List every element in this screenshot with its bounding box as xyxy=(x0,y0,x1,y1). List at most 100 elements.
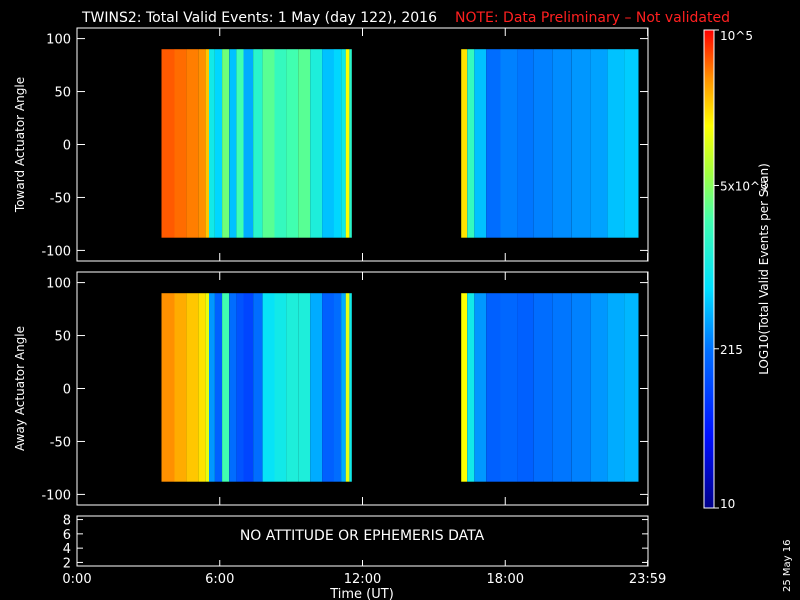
heatmap-column xyxy=(298,293,311,482)
heatmap-column xyxy=(262,49,275,238)
heatmap-column xyxy=(461,49,468,238)
heatmap-column xyxy=(215,49,223,238)
heatmap-column xyxy=(322,49,334,238)
y-tick-label: 50 xyxy=(54,86,71,101)
x-tick-label: 0:00 xyxy=(62,572,91,587)
heatmap-column xyxy=(349,49,352,238)
colorbar-tick-label: 10^5 xyxy=(720,29,753,43)
y-tick-label: -50 xyxy=(50,191,71,206)
away-angle-panel: 100 50 0 -50 -100 Away Actuator Angle xyxy=(13,271,649,506)
heatmap-column xyxy=(205,293,210,482)
heatmap-column xyxy=(467,293,475,482)
x-tick-label: 6:00 xyxy=(205,572,234,587)
chart-title: TWINS2: Total Valid Events: 1 May (day 1… xyxy=(81,10,437,26)
y-tick-label: 6 xyxy=(63,528,71,543)
y-axis-label: Toward Actuator Angle xyxy=(13,77,27,213)
heatmap-column xyxy=(467,49,475,238)
y-tick-label: -100 xyxy=(41,488,71,503)
heatmap-column xyxy=(486,49,501,238)
heatmap-column xyxy=(161,293,175,482)
y-tick-label: 0 xyxy=(63,383,71,398)
colorbar-tick-label: 5x10^3 xyxy=(720,179,768,193)
colorbar: 10^5 5x10^3 215 10 xyxy=(703,29,768,511)
x-tick-label: 23:59 xyxy=(629,572,666,587)
y-tick-label: 2 xyxy=(63,556,71,571)
heatmap-column xyxy=(198,293,206,482)
heatmap-column xyxy=(500,293,518,482)
heatmap-column xyxy=(253,49,263,238)
heatmap-column xyxy=(310,49,323,238)
heatmap-column xyxy=(198,49,206,238)
heatmap-column xyxy=(607,49,625,238)
heatmap-column xyxy=(349,293,352,482)
preliminary-note: NOTE: Data Preliminary – Not validated xyxy=(455,10,730,26)
y-tick-label: 50 xyxy=(54,330,71,345)
heatmap-column xyxy=(186,49,199,238)
heatmap-column xyxy=(222,49,230,238)
heatmap-column xyxy=(333,49,341,238)
heatmap-column xyxy=(333,293,341,482)
heatmap-column xyxy=(590,293,608,482)
heatmap-column xyxy=(552,293,572,482)
heatmap-column xyxy=(341,293,346,482)
heatmap-column xyxy=(341,49,346,238)
heatmap-column xyxy=(571,49,591,238)
y-tick-label: -100 xyxy=(41,244,71,259)
y-tick-label: 100 xyxy=(46,277,71,292)
y-axis-label: Away Actuator Angle xyxy=(13,326,27,451)
heatmap-column xyxy=(500,49,518,238)
heatmap-column xyxy=(209,49,215,238)
colorbar-tick-label: 10 xyxy=(720,497,735,511)
y-tick-label: 4 xyxy=(63,542,71,557)
heatmap-column xyxy=(236,49,244,238)
heatmap-column xyxy=(571,293,591,482)
colorbar-gradient xyxy=(703,29,715,509)
heatmap-column xyxy=(590,49,608,238)
heatmap-column xyxy=(186,293,199,482)
time-axis: 0:00 6:00 12:00 18:00 23:59 xyxy=(62,572,666,587)
heatmap-column xyxy=(310,293,323,482)
heatmap-column xyxy=(624,293,639,482)
heatmap-column xyxy=(274,49,287,238)
heatmap-column xyxy=(552,49,572,238)
heatmap-column xyxy=(298,49,311,238)
heatmap-column xyxy=(253,293,263,482)
heatmap-column xyxy=(486,293,501,482)
heatmap-column xyxy=(517,49,534,238)
heatmap-column xyxy=(474,293,487,482)
y-tick-label: 0 xyxy=(63,139,71,154)
heatmap-column xyxy=(215,293,223,482)
y-tick-label: -50 xyxy=(50,435,71,450)
y-tick-label: 100 xyxy=(46,33,71,48)
heatmap-column xyxy=(474,49,487,238)
x-tick-label: 18:00 xyxy=(487,572,524,587)
heatmap-column xyxy=(607,293,625,482)
heatmap-column xyxy=(174,49,187,238)
heatmap-column xyxy=(345,293,350,482)
heatmap-column xyxy=(274,293,287,482)
heatmap-column xyxy=(533,293,553,482)
colorbar-tick-label: 215 xyxy=(720,343,743,357)
heatmap-column xyxy=(161,49,175,238)
y-tick-label: 8 xyxy=(63,514,71,529)
heatmap-column xyxy=(243,49,253,238)
date-stamp: 25 May 16 xyxy=(782,540,793,592)
colorbar-label: LOG10(Total Valid Events per Scan) xyxy=(757,163,771,375)
heatmap-column xyxy=(286,293,299,482)
heatmap-column xyxy=(262,293,275,482)
heatmap-column xyxy=(461,293,468,482)
heatmap-column xyxy=(229,49,237,238)
heatmap-column xyxy=(345,49,350,238)
no-data-message: NO ATTITUDE OR EPHEMERIS DATA xyxy=(240,528,485,544)
heatmap-column xyxy=(322,293,334,482)
heatmap-column xyxy=(517,293,534,482)
x-tick-label: 12:00 xyxy=(344,572,381,587)
x-axis-label: Time (UT) xyxy=(329,587,394,600)
heatmap-column xyxy=(286,49,299,238)
heatmap-column xyxy=(205,49,210,238)
heatmap-column xyxy=(229,293,237,482)
heatmap-column xyxy=(533,49,553,238)
heatmap-column xyxy=(624,49,639,238)
